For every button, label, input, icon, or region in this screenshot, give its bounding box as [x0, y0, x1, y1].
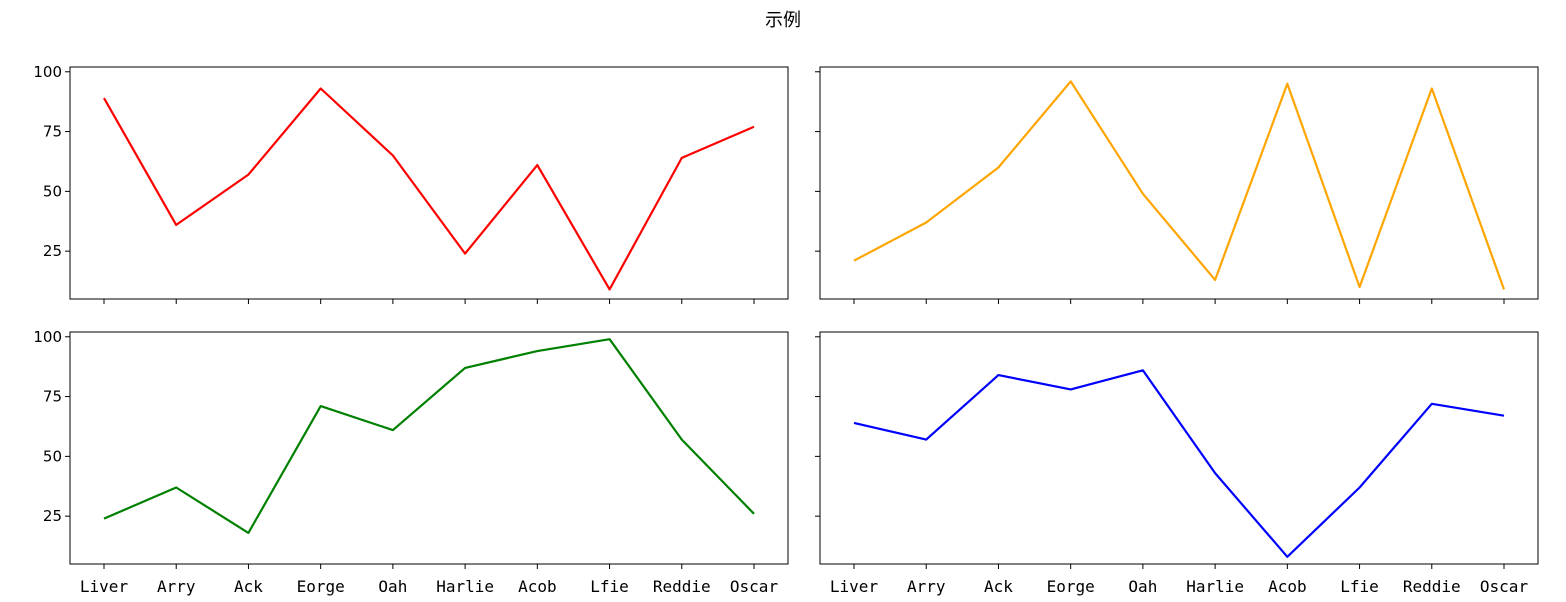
x-tick-label-2-5: Harlie: [436, 577, 494, 596]
x-tick-label-3-8: Reddie: [1403, 577, 1461, 596]
data-point-3-1: [925, 439, 927, 441]
data-point-1-0: [853, 260, 855, 262]
data-point-3-2: [997, 374, 999, 376]
data-point-2-2: [247, 532, 249, 534]
data-point-2-3: [320, 405, 322, 407]
x-tick-label-3-0: Liver: [830, 577, 879, 596]
data-point-0-1: [175, 224, 177, 226]
data-point-0-9: [753, 126, 755, 128]
data-point-2-0: [103, 518, 105, 520]
data-point-1-2: [997, 166, 999, 168]
x-tick-label-2-3: Eorge: [297, 577, 345, 596]
data-point-0-7: [609, 288, 611, 290]
data-point-3-8: [1431, 403, 1433, 405]
x-tick-label-3-6: Acob: [1268, 577, 1307, 596]
data-point-3-3: [1070, 388, 1072, 390]
data-point-2-5: [464, 367, 466, 369]
data-point-2-1: [175, 486, 177, 488]
x-tick-label-3-7: Lfie: [1340, 577, 1379, 596]
x-tick-label-2-4: Oah: [378, 577, 407, 596]
axes-frame-0: [69, 66, 789, 300]
series-line-3: [853, 369, 1505, 558]
x-tick-label-3-5: Harlie: [1186, 577, 1244, 596]
data-point-1-7: [1359, 286, 1361, 288]
y-tick-label-2-0: 25: [43, 507, 62, 525]
y-tick-label-0-2: 75: [43, 123, 62, 141]
x-tick-label-2-7: Lfie: [590, 577, 629, 596]
data-point-0-2: [247, 174, 249, 176]
y-tick-label-0-3: 100: [33, 63, 62, 81]
axes-frame-3: [819, 331, 1539, 565]
data-point-2-8: [681, 439, 683, 441]
data-point-3-6: [1286, 556, 1288, 558]
y-tick-label-2-3: 100: [33, 328, 62, 346]
axes-frame-1: [819, 66, 1539, 300]
x-tick-label-3-9: Oscar: [1480, 577, 1529, 596]
x-tick-label-2-6: Acob: [518, 577, 557, 596]
data-point-0-8: [681, 157, 683, 159]
data-point-2-7: [609, 338, 611, 340]
data-point-0-3: [320, 88, 322, 90]
data-point-3-4: [1142, 369, 1144, 371]
data-point-2-6: [536, 350, 538, 352]
y-tick-label-2-1: 50: [43, 447, 62, 465]
data-point-2-4: [392, 429, 394, 431]
x-tick-label-3-1: Arry: [907, 577, 946, 596]
data-point-1-9: [1503, 288, 1505, 290]
data-point-0-4: [392, 154, 394, 156]
data-point-1-8: [1431, 88, 1433, 90]
data-point-2-9: [753, 513, 755, 515]
series-line-1: [853, 80, 1506, 290]
series-line-0: [103, 87, 755, 291]
y-tick-label-2-2: 75: [43, 388, 62, 406]
axes-frame-2: [69, 331, 789, 565]
x-tick-label-2-1: Arry: [157, 577, 196, 596]
data-point-3-5: [1214, 472, 1216, 474]
x-tick-label-3-2: Ack: [984, 577, 1013, 596]
figure-suptitle: 示例: [765, 10, 801, 31]
data-point-3-0: [853, 422, 855, 424]
x-tick-label-2-8: Reddie: [653, 577, 711, 596]
data-point-0-5: [464, 253, 466, 255]
data-point-1-1: [925, 221, 927, 223]
data-point-1-5: [1214, 279, 1216, 281]
x-tick-label-3-4: Oah: [1128, 577, 1157, 596]
x-tick-label-2-9: Oscar: [730, 577, 779, 596]
data-point-1-3: [1070, 80, 1072, 82]
data-point-3-9: [1503, 415, 1505, 417]
data-point-0-0: [103, 97, 105, 99]
series-line-2: [103, 338, 755, 535]
x-tick-label-2-2: Ack: [234, 577, 263, 596]
x-tick-label-2-0: Liver: [80, 577, 129, 596]
y-tick-label-0-0: 25: [43, 242, 62, 260]
data-point-1-4: [1142, 193, 1144, 195]
data-point-1-6: [1286, 83, 1288, 85]
x-tick-label-3-3: Eorge: [1047, 577, 1095, 596]
y-tick-label-0-1: 50: [43, 182, 62, 200]
data-point-3-7: [1359, 486, 1361, 488]
data-point-0-6: [536, 164, 538, 166]
